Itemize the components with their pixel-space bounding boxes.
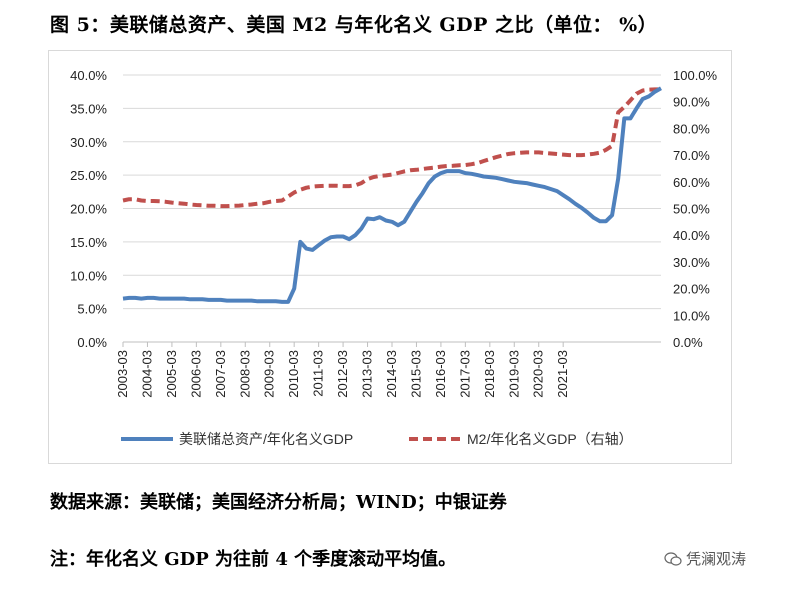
y-left-tick-label: 20.0% (70, 202, 107, 217)
x-tick-label: 2014-03 (384, 350, 399, 398)
y-left-tick-label: 40.0% (70, 68, 107, 83)
legend-label-m2: M2/年化名义GDP（右轴） (467, 431, 633, 447)
y-right-tick-label: 30.0% (673, 255, 710, 270)
x-tick-label: 2012-03 (335, 350, 350, 398)
y-right-tick-label: 50.0% (673, 202, 710, 217)
x-axis: 2003-03 2004-03 2005-03 2006-03 2007-03 2008-… (115, 341, 661, 398)
y-axis-left-ticks: 0.0% 5.0% 10.0% 15.0% 20.0% 25.0% 30.0% 35.0% 40… (70, 68, 107, 350)
y-right-tick-label: 10.0% (673, 308, 710, 323)
legend-label-fed: 美联储总资产/年化名义GDP (179, 431, 353, 447)
x-tick-label: 2003-03 (115, 350, 130, 398)
y-right-tick-label: 70.0% (673, 148, 710, 163)
x-tick-label: 2011-03 (311, 350, 326, 397)
y-right-tick-label: 100.0% (673, 68, 718, 83)
y-right-tick-label: 20.0% (673, 282, 710, 297)
x-tick-label: 2008-03 (237, 350, 252, 398)
x-tick-label: 2021-03 (555, 350, 570, 398)
y-left-tick-label: 5.0% (77, 302, 107, 317)
y-axis-right-ticks: 0.0% 10.0% 20.0% 30.0% 40.0% 50.0% 60.0% 70.0% 8… (673, 68, 718, 350)
y-left-tick-label: 25.0% (70, 168, 107, 183)
x-tick-label: 2013-03 (360, 350, 375, 398)
y-right-tick-label: 80.0% (673, 121, 710, 136)
footnote: 注：年化名义 GDP 为往前 4 个季度滚动平均值。 (50, 549, 457, 570)
series-lines (122, 86, 662, 304)
x-tick-label: 2005-03 (164, 350, 179, 398)
x-tick-label: 2007-03 (213, 350, 228, 398)
x-tick-label: 2019-03 (506, 350, 521, 398)
y-right-tick-label: 90.0% (673, 95, 710, 110)
x-tick-label: 2006-03 (188, 350, 203, 398)
x-tick-label: 2004-03 (139, 350, 154, 398)
y-right-tick-label: 40.0% (673, 228, 710, 243)
data-source-note: 数据来源：美联储；美国经济分析局；WIND；中银证券 (50, 492, 507, 513)
watermark: 凭澜观涛 (664, 548, 746, 569)
chat-bubble-icon (664, 551, 682, 566)
figure-title: 图 5：美联储总资产、美国 M2 与年化名义 GDP 之比（单位： %） (50, 14, 658, 36)
y-left-tick-label: 30.0% (70, 135, 107, 150)
chart-area: 0.0% 5.0% 10.0% 15.0% 20.0% 25.0% 30.0% 35.0% 40… (48, 50, 732, 464)
y-left-tick-label: 10.0% (70, 268, 107, 283)
x-tick-label: 2015-03 (408, 350, 423, 398)
y-right-tick-label: 0.0% (673, 335, 703, 350)
x-tick-label: 2010-03 (286, 350, 301, 398)
x-tick-label: 2018-03 (482, 350, 497, 398)
gridlines (123, 74, 661, 343)
y-left-tick-label: 15.0% (70, 235, 107, 250)
x-tick-label: 2020-03 (531, 350, 546, 398)
y-right-tick-label: 60.0% (673, 175, 710, 190)
x-tick-label: 2009-03 (262, 350, 277, 398)
legend: 美联储总资产/年化名义GDP M2/年化名义GDP（右轴） (121, 431, 633, 447)
y-left-tick-label: 35.0% (70, 101, 107, 116)
series-line-fed (122, 86, 662, 304)
x-tick-label: 2016-03 (433, 350, 448, 398)
watermark-text: 凭澜观涛 (686, 550, 747, 568)
x-tick-label: 2017-03 (457, 350, 472, 398)
series-line-m2 (122, 87, 661, 209)
y-left-tick-label: 0.0% (77, 335, 107, 350)
line-chart: 0.0% 5.0% 10.0% 15.0% 20.0% 25.0% 30.0% 35.0% 40… (70, 68, 718, 447)
